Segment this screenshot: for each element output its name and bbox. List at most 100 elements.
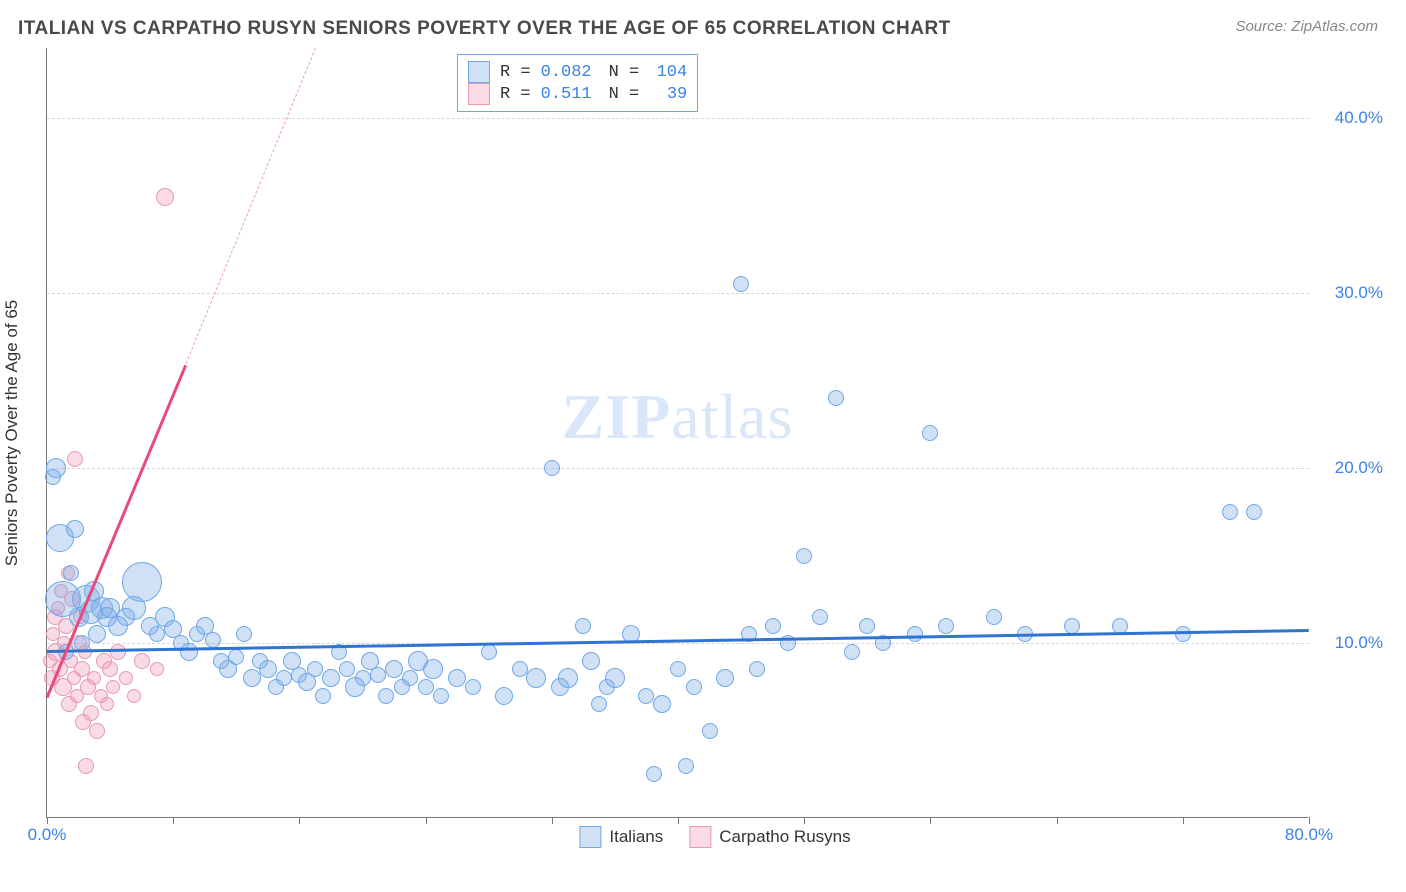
scatter-point [205, 632, 221, 648]
stats-row: R = 0.082 N = 104 [468, 61, 687, 83]
scatter-point [859, 618, 875, 634]
scatter-point [765, 618, 781, 634]
y-axis-label: Seniors Poverty Over the Age of 65 [2, 300, 22, 566]
legend-item: Italians [579, 826, 663, 848]
scatter-point [315, 688, 331, 704]
rusyns-trend-dashed [185, 48, 315, 363]
scatter-point [605, 668, 625, 688]
scatter-point [150, 662, 164, 676]
scatter-point [156, 188, 174, 206]
scatter-point [938, 618, 954, 634]
scatter-point [276, 670, 292, 686]
n-label: N = [609, 85, 640, 104]
scatter-point [844, 644, 860, 660]
legend-item: Carpatho Rusyns [689, 826, 850, 848]
scatter-point [339, 661, 355, 677]
gridline [47, 643, 1309, 644]
x-tick-mark [678, 817, 679, 824]
scatter-point [89, 723, 105, 739]
r-label: R = [500, 63, 531, 82]
scatter-point [678, 758, 694, 774]
legend-swatch [579, 826, 601, 848]
scatter-point [106, 680, 120, 694]
scatter-point [796, 548, 812, 564]
scatter-point [646, 766, 662, 782]
x-tick-mark [173, 817, 174, 824]
x-tick-mark [1183, 817, 1184, 824]
stats-row: R =0.511N =39 [468, 83, 687, 105]
scatter-point [749, 661, 765, 677]
scatter-point [127, 689, 141, 703]
n-value: 104 [649, 63, 687, 82]
scatter-point [922, 425, 938, 441]
y-tick-label: 40.0% [1313, 108, 1383, 128]
scatter-point [102, 661, 118, 677]
watermark-light: atlas [671, 381, 793, 452]
scatter-point [236, 626, 252, 642]
n-value: 39 [649, 85, 687, 104]
legend-swatch [689, 826, 711, 848]
chart-area: Seniors Poverty Over the Age of 65 ZIPat… [46, 48, 1384, 818]
watermark: ZIPatlas [562, 380, 794, 454]
scatter-point [1064, 618, 1080, 634]
chart-title: ITALIAN VS CARPATHO RUSYN SENIORS POVERT… [18, 18, 951, 40]
scatter-point [402, 670, 418, 686]
x-tick-mark [426, 817, 427, 824]
x-tick-mark [299, 817, 300, 824]
scatter-point [423, 659, 443, 679]
r-value: 0.511 [541, 85, 591, 104]
y-tick-label: 20.0% [1313, 458, 1383, 478]
scatter-point [78, 758, 94, 774]
r-value: 0.082 [541, 63, 591, 82]
x-tick-mark [930, 817, 931, 824]
legend-label: Italians [609, 827, 663, 847]
x-tick-label: 0.0% [28, 825, 67, 845]
stats-box: R = 0.082 N = 104R = 0.511 N = 39 [457, 54, 698, 112]
scatter-point [526, 668, 546, 688]
scatter-point [322, 669, 340, 687]
series-swatch [468, 83, 490, 105]
scatter-point [259, 660, 277, 678]
x-tick-mark [1309, 817, 1310, 824]
scatter-point [122, 562, 162, 602]
scatter-point [582, 652, 600, 670]
scatter-point [228, 649, 244, 665]
plot-area: ZIPatlas R =0.082N =104R =0.511N =39 10.… [46, 48, 1308, 818]
scatter-point [465, 679, 481, 695]
x-tick-mark [1057, 817, 1058, 824]
header: ITALIAN VS CARPATHO RUSYN SENIORS POVERT… [0, 0, 1406, 40]
n-label: N = [609, 63, 640, 82]
scatter-point [1246, 504, 1262, 520]
y-tick-label: 10.0% [1313, 633, 1383, 653]
x-tick-label: 80.0% [1285, 825, 1333, 845]
x-tick-mark [804, 817, 805, 824]
scatter-point [307, 661, 323, 677]
scatter-point [418, 679, 434, 695]
scatter-point [83, 705, 99, 721]
scatter-point [134, 653, 150, 669]
scatter-point [63, 565, 79, 581]
scatter-point [88, 625, 106, 643]
scatter-point [591, 696, 607, 712]
scatter-point [544, 460, 560, 476]
scatter-point [558, 668, 578, 688]
scatter-point [433, 688, 449, 704]
scatter-point [1222, 504, 1238, 520]
scatter-point [149, 626, 165, 642]
x-tick-mark [552, 817, 553, 824]
scatter-point [385, 660, 403, 678]
scatter-point [812, 609, 828, 625]
scatter-point [907, 626, 923, 642]
x-tick-mark [47, 817, 48, 824]
scatter-point [370, 667, 386, 683]
scatter-point [733, 276, 749, 292]
scatter-point [87, 671, 101, 685]
source-attribution: Source: ZipAtlas.com [1235, 18, 1378, 35]
scatter-point [702, 723, 718, 739]
legend: Italians Carpatho Rusyns [579, 826, 850, 848]
legend-label: Carpatho Rusyns [719, 827, 850, 847]
scatter-point [448, 669, 466, 687]
scatter-point [1175, 626, 1191, 642]
scatter-point [100, 697, 114, 711]
scatter-point [670, 661, 686, 677]
